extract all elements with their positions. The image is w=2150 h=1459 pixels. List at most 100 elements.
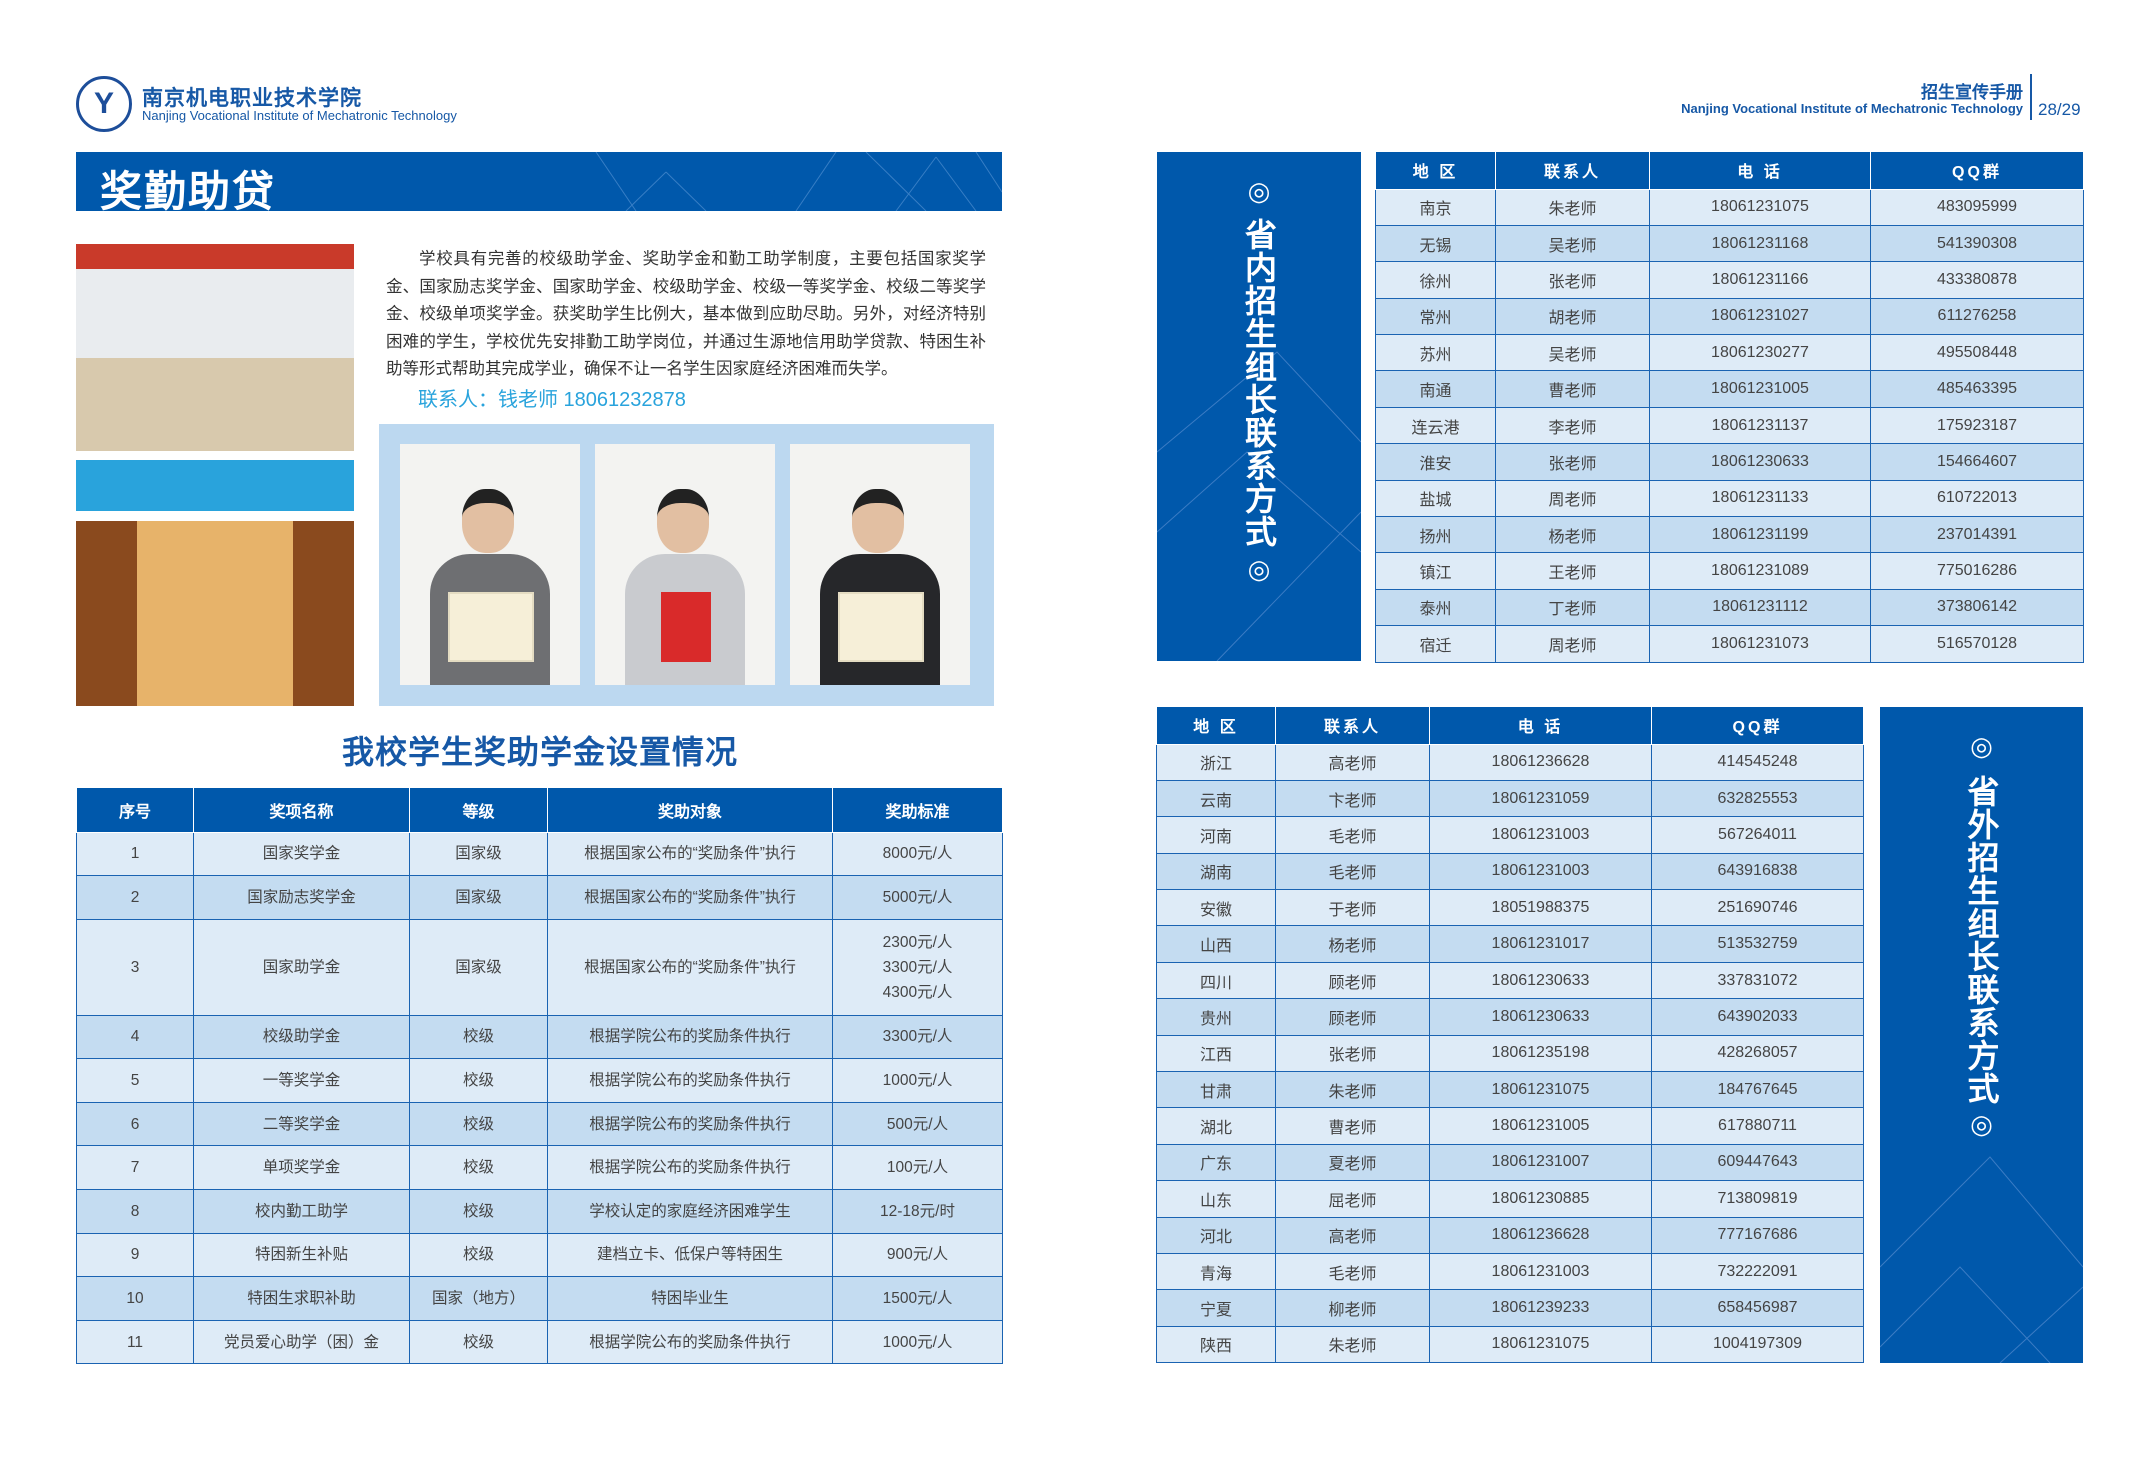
region-cell: 贵州 — [1156, 998, 1276, 1036]
table-row: 安徽 于老师 18051988375 251690746 — [1156, 889, 1864, 927]
amount-cell: 2300元/人 3300元/人 4300元/人 — [832, 918, 1003, 1016]
table-row: 湖北 曹老师 18061231005 617880711 — [1156, 1107, 1864, 1145]
phone-cell: 18061231137 — [1649, 406, 1871, 445]
header-cell: 电 话 — [1429, 707, 1652, 745]
contact-person-cell: 高老师 — [1275, 743, 1430, 781]
contact-person-cell: 周老师 — [1495, 479, 1650, 518]
target-cell: 特困毕业生 — [547, 1276, 833, 1321]
index-cell: 10 — [76, 1276, 194, 1321]
header-cell: 奖项名称 — [193, 788, 410, 833]
table-row: 1 国家奖学金 国家级 根据国家公布的“奖励条件”执行 8000元/人 — [76, 831, 1003, 877]
table-row: 4 校级助学金 校级 根据学院公布的奖励条件执行 3300元/人 — [76, 1014, 1003, 1060]
phone-cell: 18061230885 — [1429, 1180, 1652, 1218]
target-cell: 根据学院公布的奖励条件执行 — [547, 1014, 833, 1060]
region-cell: 常州 — [1375, 297, 1496, 336]
contact-person-cell: 杨老师 — [1275, 925, 1430, 963]
decorative-lines — [1157, 351, 1361, 661]
amount-cell: 500元/人 — [832, 1101, 1003, 1147]
qq-group-cell: 184767645 — [1651, 1071, 1864, 1109]
table-row: 云南 卞老师 18061231059 632825553 — [1156, 779, 1864, 818]
qq-group-cell: 610722013 — [1870, 479, 2084, 518]
student-photo — [400, 444, 580, 685]
table-row: 镇江 王老师 18061231089 775016286 — [1375, 552, 2084, 590]
contact-person-cell: 朱老师 — [1275, 1325, 1430, 1364]
region-cell: 青海 — [1156, 1252, 1276, 1291]
level-cell: 国家（地方） — [409, 1276, 548, 1321]
phone-cell: 18061231199 — [1649, 516, 1871, 554]
out-province-contact-table: 地 区 联系人 电 话 QQ群 浙江 高老师 18061236628 41454524… — [1156, 707, 1864, 1364]
phone-cell: 18061231059 — [1429, 779, 1652, 818]
region-cell: 徐州 — [1375, 261, 1496, 299]
index-cell: 3 — [76, 918, 194, 1016]
section-title-bar: 奖勤助贷 — [76, 152, 1002, 211]
region-cell: 浙江 — [1156, 743, 1276, 781]
qq-group-cell: 237014391 — [1870, 516, 2084, 554]
table-row: 四川 顾老师 18061230633 337831072 — [1156, 961, 1864, 1000]
header-cell: 奖助标准 — [832, 788, 1003, 833]
header-cell: 地 区 — [1156, 707, 1276, 745]
photo-green-channel-office — [76, 244, 354, 451]
region-cell: 江西 — [1156, 1034, 1276, 1073]
contact-person-cell: 毛老师 — [1275, 852, 1430, 891]
phone-cell: 18061231075 — [1429, 1071, 1652, 1109]
contact-line: 联系人：钱老师 18061232878 — [418, 389, 686, 411]
table-row: 无锡 吴老师 18061231168 541390308 — [1375, 224, 2084, 263]
region-cell: 南京 — [1375, 188, 1496, 226]
target-cell: 根据国家公布的“奖励条件”执行 — [547, 875, 833, 920]
contact-person-cell: 顾老师 — [1275, 961, 1430, 1000]
header-cell: 电 话 — [1649, 152, 1871, 190]
table-row: 山西 杨老师 18061231017 513532759 — [1156, 925, 1864, 963]
contact-person-cell: 毛老师 — [1275, 816, 1430, 854]
contact-person-cell: 吴老师 — [1495, 334, 1650, 372]
student-photo — [595, 444, 775, 685]
qq-group-cell: 643902033 — [1651, 998, 1864, 1036]
header-cell: 地 区 — [1375, 152, 1496, 190]
table-row: 宁夏 柳老师 18061239233 658456987 — [1156, 1289, 1864, 1327]
page-number: 28/29 — [2038, 100, 2081, 119]
contact-person-cell: 屈老师 — [1275, 1180, 1430, 1218]
table-row: 2 国家励志奖学金 国家级 根据国家公布的“奖励条件”执行 5000元/人 — [76, 875, 1003, 920]
region-cell: 淮安 — [1375, 443, 1496, 481]
contact-person-cell: 杨老师 — [1495, 516, 1650, 554]
amount-cell: 100元/人 — [832, 1145, 1003, 1191]
table-row: 青海 毛老师 18061231003 732222091 — [1156, 1252, 1864, 1291]
amount-cell: 3300元/人 — [832, 1014, 1003, 1060]
index-cell: 2 — [76, 875, 194, 920]
qq-group-cell: 732222091 — [1651, 1252, 1864, 1291]
qq-group-cell: 632825553 — [1651, 779, 1864, 818]
table-row: 盐城 周老师 18061231133 610722013 — [1375, 479, 2084, 518]
contact-person-cell: 高老师 — [1275, 1216, 1430, 1254]
table-row: 徐州 张老师 18061231166 433380878 — [1375, 261, 2084, 299]
qq-group-cell: 617880711 — [1651, 1107, 1864, 1145]
amount-cell: 1500元/人 — [832, 1276, 1003, 1321]
region-cell: 泰州 — [1375, 588, 1496, 627]
target-cell: 根据国家公布的“奖励条件”执行 — [547, 918, 833, 1016]
header-cell: QQ群 — [1870, 152, 2084, 190]
contact-person-cell: 卞老师 — [1275, 779, 1430, 818]
school-logo: Y — [76, 76, 132, 132]
qq-group-cell: 541390308 — [1870, 224, 2084, 263]
qq-group-cell: 154664607 — [1870, 443, 2084, 481]
award-name-cell: 二等奖学金 — [193, 1101, 410, 1147]
contact-person-cell: 吴老师 — [1495, 224, 1650, 263]
region-cell: 云南 — [1156, 779, 1276, 818]
header-cell: QQ群 — [1651, 707, 1864, 745]
brochure-title: 招生宣传手册 — [1921, 83, 2023, 102]
contact-person-cell: 曹老师 — [1495, 370, 1650, 408]
target-cell: 根据学院公布的奖励条件执行 — [547, 1319, 833, 1365]
phone-cell: 18061231007 — [1429, 1143, 1652, 1182]
table-row: 11 党员爱心助学（困）金 校级 根据学院公布的奖励条件执行 1000元/人 — [76, 1319, 1003, 1365]
phone-cell: 18061231133 — [1649, 479, 1871, 518]
index-cell: 7 — [76, 1145, 194, 1191]
region-cell: 宁夏 — [1156, 1289, 1276, 1327]
table-row: 陕西 朱老师 18061231075 1004197309 — [1156, 1325, 1864, 1364]
table-row: 3 国家助学金 国家级 根据国家公布的“奖励条件”执行 2300元/人 3300元/人 … — [76, 918, 1003, 1016]
side-title: 省内招生组长联系方式 — [1241, 218, 1277, 548]
table-row: 7 单项奖学金 校级 根据学院公布的奖励条件执行 100元/人 — [76, 1145, 1003, 1191]
decorative-lines — [595, 152, 1002, 211]
award-name-cell: 国家助学金 — [193, 918, 410, 1016]
table-row: 浙江 高老师 18061236628 414545248 — [1156, 743, 1864, 781]
table-row: 河南 毛老师 18061231003 567264011 — [1156, 816, 1864, 854]
qq-group-cell: 1004197309 — [1651, 1325, 1864, 1364]
section-title: 奖勤助贷 — [100, 168, 277, 211]
